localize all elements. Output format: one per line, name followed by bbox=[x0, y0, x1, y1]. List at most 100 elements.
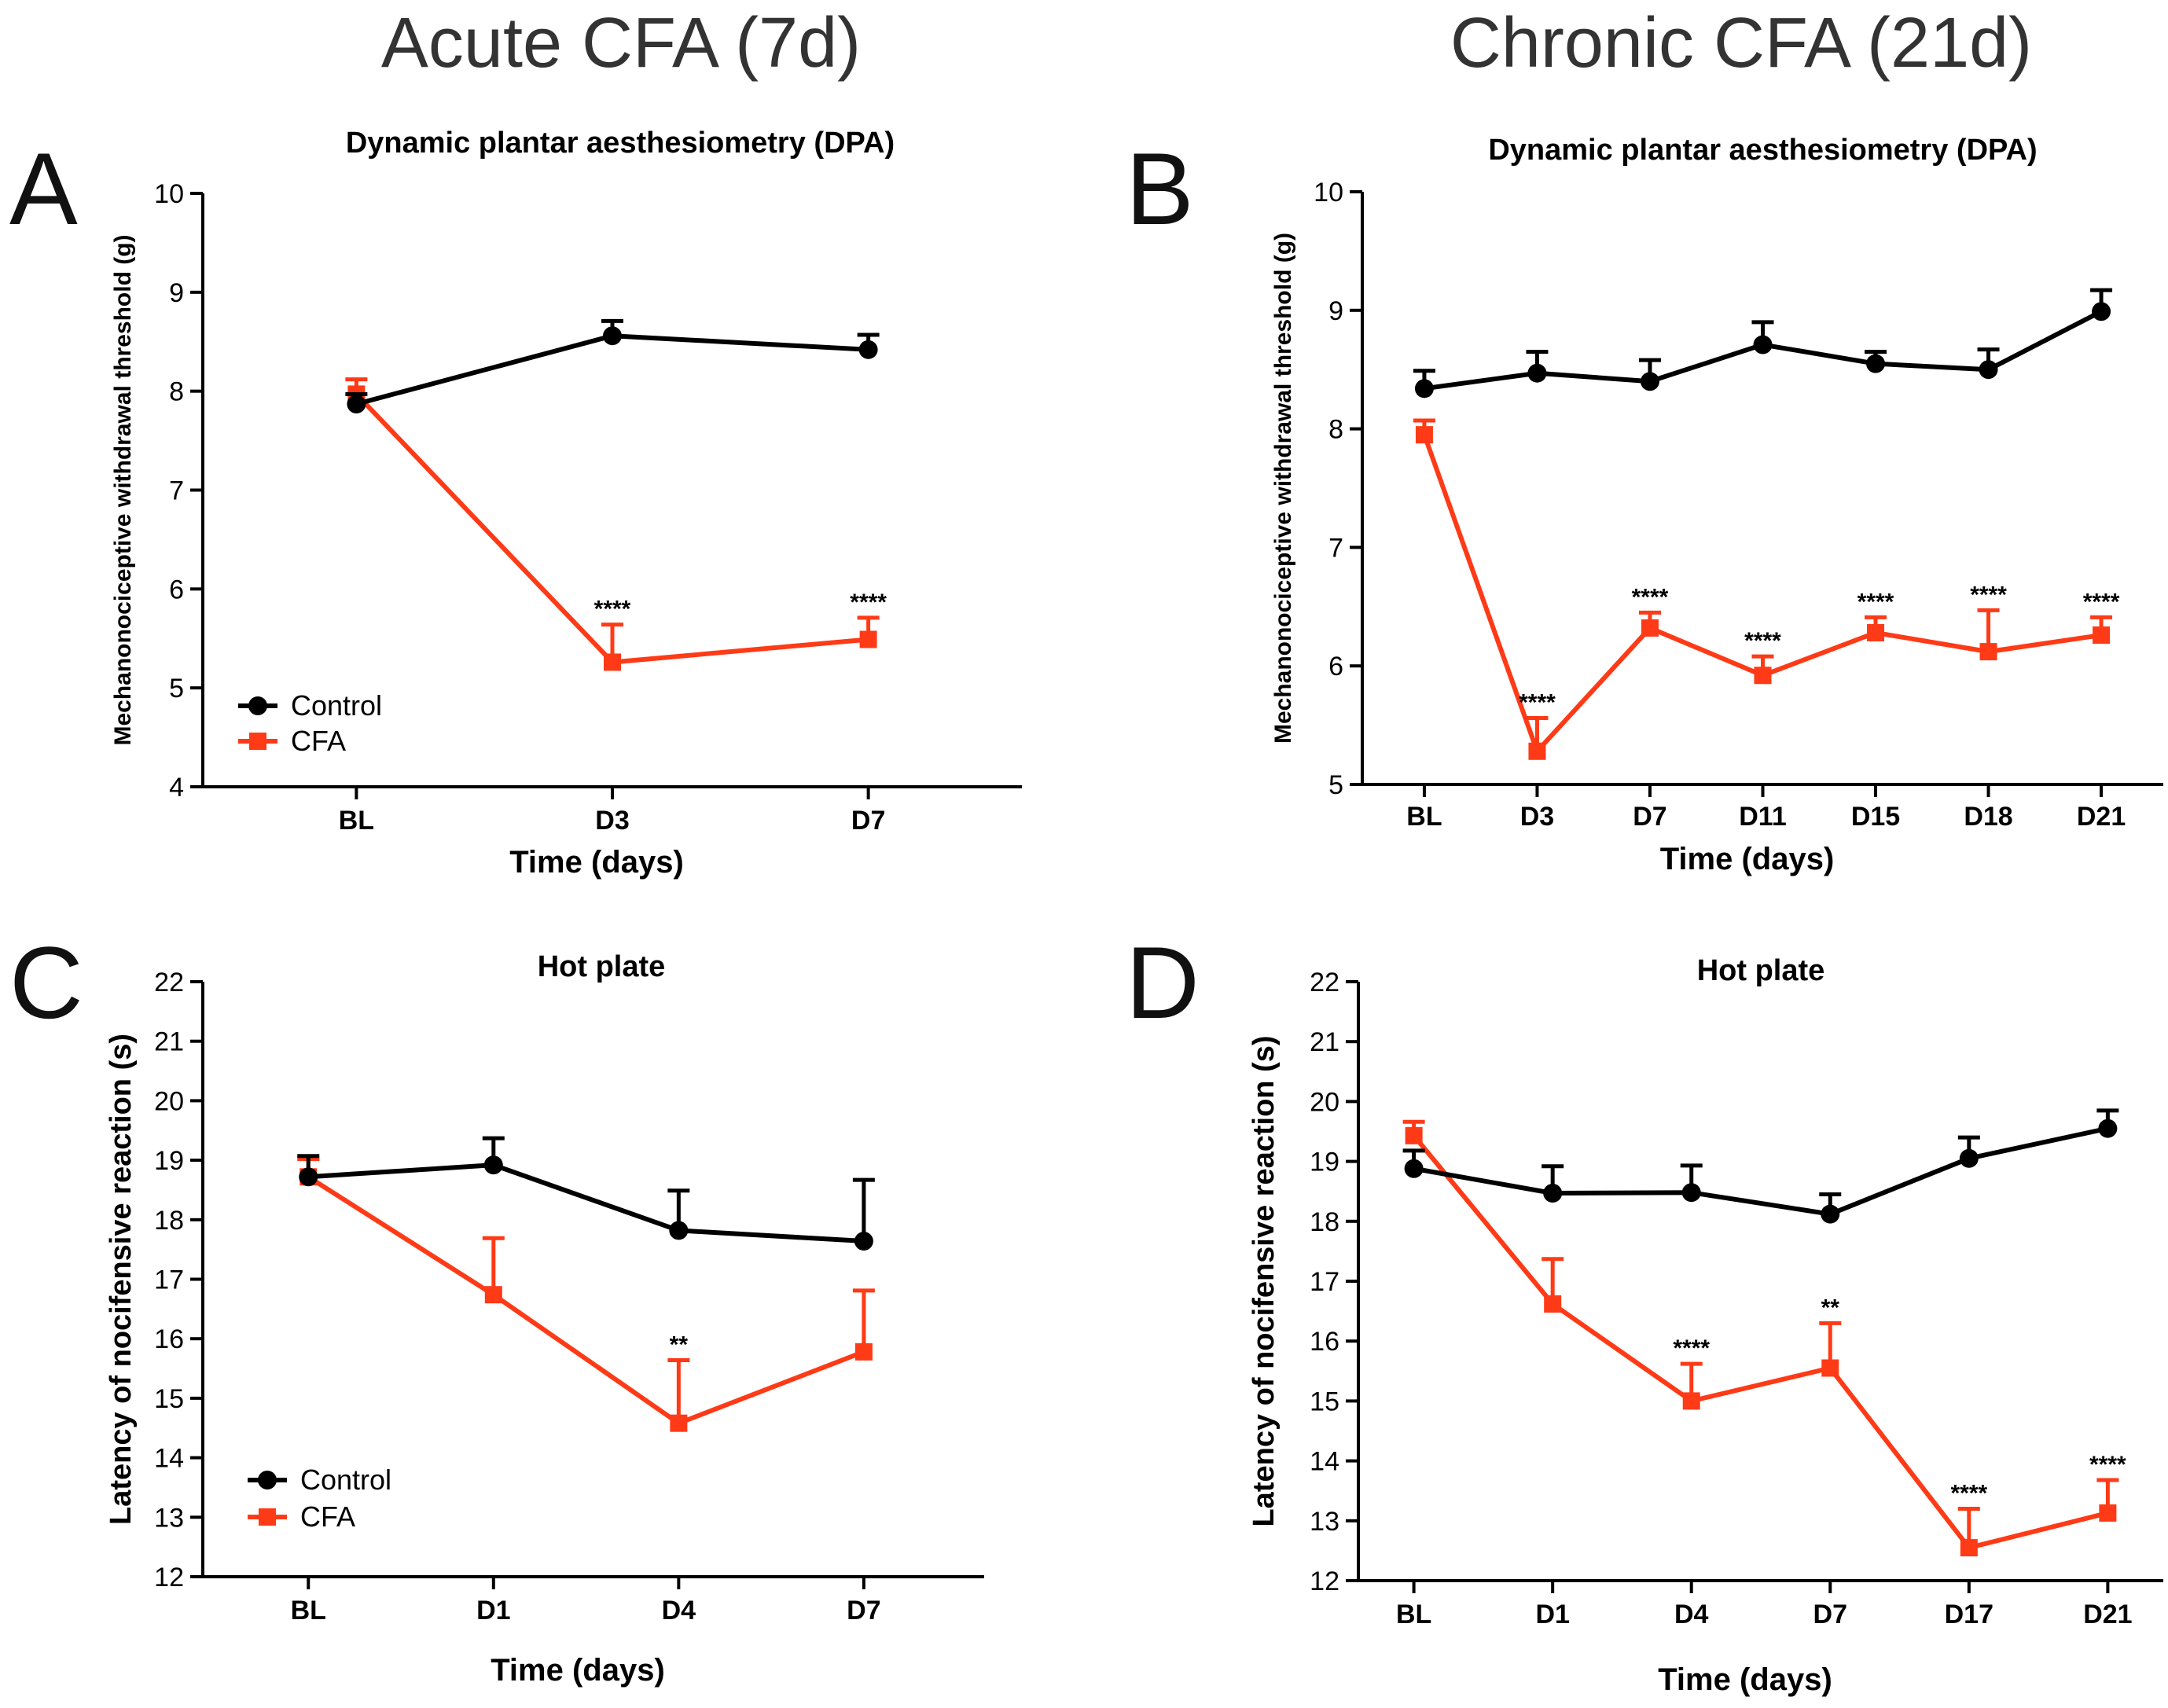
chart-b: Dynamic plantar aesthesiometry (DPA) 5 6 7 8… bbox=[1270, 134, 2163, 876]
x-tick-label: D7 bbox=[1633, 802, 1666, 832]
series-line bbox=[308, 1163, 865, 1244]
significance-label: **** bbox=[1744, 628, 1781, 654]
data-point bbox=[1641, 619, 1659, 637]
y-tick-label: 22 bbox=[1310, 968, 1339, 997]
chart-title: Hot plate bbox=[538, 950, 666, 983]
x-tick-label: D3 bbox=[1520, 802, 1554, 832]
data-point bbox=[1414, 379, 1434, 399]
x-tick-label: D1 bbox=[1535, 1600, 1569, 1629]
x-tick-label: BL bbox=[339, 806, 374, 836]
y-tick-label: 17 bbox=[1310, 1267, 1339, 1297]
data-point bbox=[1979, 643, 1997, 661]
y-tick-label: 22 bbox=[154, 968, 184, 997]
series-line bbox=[1412, 1133, 2109, 1551]
y-tick-label: 16 bbox=[1310, 1327, 1339, 1357]
data-point bbox=[604, 653, 621, 671]
significance-label: **** bbox=[1857, 589, 1894, 615]
chart-d: Hot plate 12 13 14 15 16 17 18 19 20 21 22 BL D1 D4 D7 D… bbox=[1248, 954, 2163, 1697]
panel-label-b: B bbox=[1126, 131, 1194, 246]
significance-label: **** bbox=[2083, 589, 2120, 615]
y-axis-label: Latency of nocifensive reaction (s) bbox=[105, 1034, 138, 1525]
data-point bbox=[854, 1232, 873, 1251]
series-control bbox=[297, 1136, 875, 1251]
legend-marker bbox=[259, 1508, 276, 1526]
data-point bbox=[1959, 1148, 1979, 1168]
data-point bbox=[1867, 623, 1885, 641]
legend-label: Control bbox=[291, 689, 382, 722]
series-cfa bbox=[1402, 1119, 2119, 1557]
y-tick-label: 16 bbox=[154, 1324, 184, 1354]
y-axis-label: Mechanonociceptive withdrawal threshold … bbox=[110, 234, 136, 745]
data-point bbox=[859, 630, 877, 648]
y-tick-label: 20 bbox=[154, 1086, 184, 1116]
series-cfa bbox=[345, 377, 880, 671]
x-tick-label: D7 bbox=[1813, 1600, 1847, 1629]
significance-label: **** bbox=[1970, 582, 2007, 608]
y-tick-label: 13 bbox=[154, 1503, 184, 1533]
x-tick-label: BL bbox=[291, 1596, 326, 1625]
legend-marker bbox=[258, 1471, 277, 1489]
chronic-header: Chronic CFA (21d) bbox=[1450, 4, 2033, 83]
data-point bbox=[1754, 667, 1772, 685]
x-tick-label: D7 bbox=[851, 806, 885, 836]
data-point bbox=[1544, 1295, 1562, 1313]
y-tick-label: 4 bbox=[169, 773, 184, 803]
data-point bbox=[1682, 1392, 1700, 1410]
y-tick-label: 9 bbox=[1328, 296, 1343, 326]
y-tick-label: 12 bbox=[1310, 1567, 1339, 1596]
data-point bbox=[347, 395, 366, 414]
legend-label: CFA bbox=[300, 1500, 355, 1533]
data-point bbox=[1528, 742, 1546, 760]
x-tick-label: D17 bbox=[1945, 1600, 1993, 1629]
significance-label: **** bbox=[850, 590, 887, 615]
acute-header: Acute CFA (7d) bbox=[380, 4, 862, 83]
y-tick-label: 10 bbox=[154, 179, 184, 209]
significance-label: **** bbox=[2089, 1452, 2126, 1478]
x-tick-label: D4 bbox=[1674, 1600, 1709, 1629]
x-tick-label: D11 bbox=[1739, 802, 1787, 832]
series-line bbox=[1413, 1126, 2109, 1217]
data-point bbox=[854, 1343, 873, 1361]
y-tick-label: 20 bbox=[1310, 1087, 1339, 1117]
data-point bbox=[1821, 1359, 1839, 1377]
significance-label: **** bbox=[1632, 584, 1669, 610]
legend-marker bbox=[249, 733, 266, 750]
data-point bbox=[299, 1167, 318, 1187]
data-point bbox=[1979, 360, 1998, 380]
significance-label: **** bbox=[1519, 690, 1556, 716]
y-tick-label: 9 bbox=[169, 278, 184, 308]
chart-title: Dynamic plantar aesthesiometry (DPA) bbox=[1488, 134, 2037, 167]
significance-label: **** bbox=[594, 597, 631, 623]
data-point bbox=[1640, 372, 1659, 391]
y-tick-label: 7 bbox=[1328, 533, 1343, 563]
y-tick-label: 6 bbox=[169, 575, 184, 604]
data-point bbox=[483, 1155, 503, 1175]
chart-title: Dynamic plantar aesthesiometry (DPA) bbox=[346, 127, 895, 160]
panel-label-d: D bbox=[1126, 925, 1200, 1040]
data-point bbox=[1821, 1204, 1840, 1224]
series-cfa bbox=[1413, 418, 2113, 760]
data-point bbox=[1753, 335, 1773, 354]
data-point bbox=[603, 326, 622, 346]
series-line bbox=[307, 1174, 865, 1426]
panel-label-c: C bbox=[9, 925, 83, 1040]
significance-label: ** bbox=[670, 1332, 689, 1357]
chart-title: Hot plate bbox=[1697, 954, 1825, 987]
significance-label: **** bbox=[1950, 1481, 1987, 1507]
y-tick-label: 14 bbox=[1310, 1447, 1339, 1477]
y-tick-label: 13 bbox=[1310, 1507, 1339, 1537]
y-tick-label: 8 bbox=[169, 377, 184, 407]
significance-label: ** bbox=[1821, 1295, 1840, 1320]
y-tick-label: 15 bbox=[154, 1384, 184, 1414]
x-tick-label: D18 bbox=[1964, 802, 2012, 832]
x-tick-label: BL bbox=[1396, 1600, 1431, 1629]
y-tick-label: 10 bbox=[1314, 178, 1343, 208]
y-axis-label: Latency of nocifensive reaction (s) bbox=[1248, 1035, 1281, 1526]
y-tick-label: 6 bbox=[1328, 652, 1343, 681]
x-axis-label: Time (days) bbox=[509, 845, 684, 880]
series-control bbox=[345, 318, 880, 414]
y-tick-label: 18 bbox=[154, 1206, 184, 1236]
x-tick-label: D15 bbox=[1851, 802, 1900, 832]
